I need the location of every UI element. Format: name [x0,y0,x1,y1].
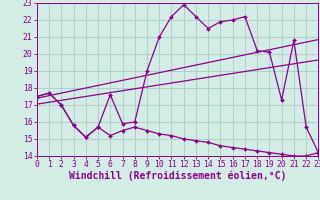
X-axis label: Windchill (Refroidissement éolien,°C): Windchill (Refroidissement éolien,°C) [69,171,286,181]
